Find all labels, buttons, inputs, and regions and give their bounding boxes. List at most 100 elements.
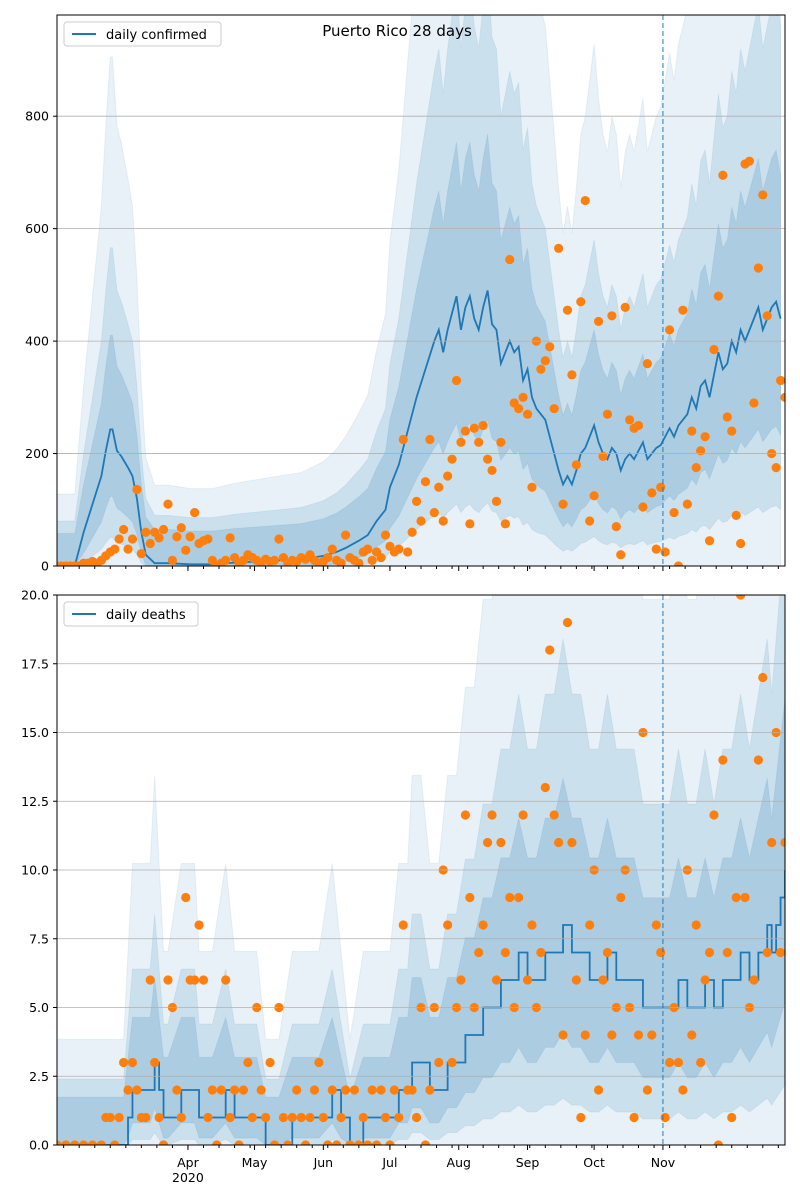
data-point — [727, 1112, 737, 1123]
data-point — [545, 645, 555, 655]
data-point — [562, 305, 573, 315]
data-point — [656, 482, 666, 492]
data-point — [398, 434, 408, 445]
data-point — [469, 423, 479, 433]
data-point — [265, 1057, 275, 1068]
data-point — [536, 364, 546, 374]
data-point — [380, 1112, 391, 1123]
data-point — [287, 1112, 297, 1123]
data-point — [669, 507, 679, 518]
uncertainty-band-0 — [57, 15, 782, 566]
x-tick-label: May — [242, 1155, 268, 1170]
data-point — [158, 1140, 169, 1145]
data-point — [194, 920, 204, 930]
data-point — [190, 507, 200, 518]
data-point — [172, 532, 182, 542]
data-point — [203, 1112, 213, 1123]
data-point — [558, 499, 568, 509]
y-tick-label: 0 — [41, 559, 49, 574]
data-point — [181, 892, 191, 903]
data-point — [438, 516, 448, 526]
data-point — [704, 536, 715, 546]
x-tick-label: Jun — [313, 1155, 334, 1170]
data-point — [198, 975, 209, 985]
data-point — [522, 409, 533, 419]
data-point — [536, 947, 546, 958]
data-point — [709, 810, 719, 820]
data-point — [616, 550, 626, 560]
data-point — [225, 1112, 235, 1123]
legend-box — [63, 21, 222, 47]
data-point — [114, 1112, 124, 1123]
data-point — [713, 1140, 724, 1145]
data-point — [349, 1085, 360, 1095]
y-tick-label: 15.0 — [21, 725, 49, 740]
data-point — [576, 297, 586, 307]
data-point — [704, 947, 715, 958]
legend-label: daily deaths — [106, 608, 186, 623]
data-point — [376, 552, 386, 563]
data-point — [363, 544, 373, 554]
data-point — [261, 1112, 271, 1123]
data-point — [163, 975, 173, 985]
data-point — [411, 496, 422, 506]
data-point — [713, 291, 724, 301]
data-point — [154, 1112, 164, 1123]
data-point — [460, 810, 470, 820]
data-point — [518, 810, 528, 820]
data-point — [176, 523, 186, 533]
data-point — [558, 1030, 568, 1040]
uncertainty-band-1 — [57, 15, 782, 566]
data-point — [340, 530, 351, 540]
data-point — [700, 432, 710, 442]
data-point — [274, 534, 284, 544]
x-tick-label: Nov — [651, 1155, 676, 1170]
data-point — [243, 1057, 253, 1068]
y-tick-label: 600 — [25, 221, 49, 236]
data-point — [598, 975, 608, 985]
data-point — [478, 920, 488, 930]
x-tick-label: Apr — [177, 1155, 199, 1170]
data-point — [593, 1085, 604, 1095]
data-point — [123, 544, 133, 554]
data-point — [465, 519, 475, 529]
data-point — [420, 1140, 431, 1145]
data-point — [780, 392, 785, 402]
data-point — [607, 311, 617, 321]
data-point — [505, 892, 515, 903]
data-point — [642, 358, 652, 369]
data-point — [163, 499, 173, 509]
data-point — [172, 1085, 182, 1095]
data-point — [336, 1112, 346, 1123]
data-point — [269, 1140, 280, 1145]
data-point — [514, 403, 524, 414]
data-point — [367, 1085, 377, 1095]
data-point — [633, 420, 644, 431]
data-point — [425, 434, 435, 445]
data-point — [158, 524, 169, 535]
data-point — [398, 920, 408, 930]
data-point — [678, 305, 688, 315]
data-point — [318, 1112, 328, 1123]
data-point — [363, 1140, 373, 1145]
data-point — [443, 471, 453, 481]
data-point — [691, 463, 701, 473]
data-point — [150, 1057, 160, 1068]
data-point — [221, 555, 231, 565]
data-point — [372, 1140, 382, 1145]
data-point — [110, 1140, 120, 1145]
data-point — [727, 426, 737, 436]
data-point — [376, 1085, 386, 1095]
data-point — [593, 316, 604, 327]
data-point — [57, 1140, 62, 1145]
y-tick-label: 20.0 — [21, 588, 49, 603]
data-point — [203, 534, 213, 544]
data-point — [323, 552, 333, 563]
data-point — [460, 426, 470, 436]
data-point — [567, 837, 577, 848]
data-point — [602, 947, 613, 958]
data-point — [562, 617, 573, 628]
y-tick-label: 17.5 — [21, 656, 49, 671]
data-point — [758, 672, 768, 683]
data-point — [332, 1140, 342, 1145]
